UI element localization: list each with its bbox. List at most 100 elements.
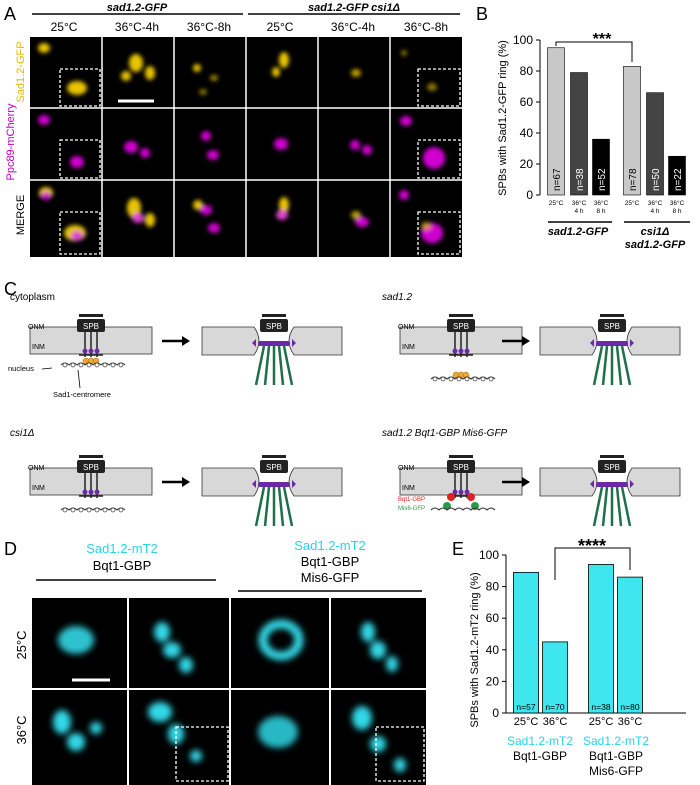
sad1-node xyxy=(452,489,458,495)
spindle-mt xyxy=(592,486,604,527)
col-label: 36°C-4h xyxy=(331,20,375,34)
y-tick-label: 60 xyxy=(520,95,534,109)
spindle-mt xyxy=(254,486,266,527)
spb-body xyxy=(447,319,475,332)
panel-a-micrographs xyxy=(30,37,462,257)
n-label: n=70 xyxy=(545,702,564,712)
significance-bracket xyxy=(554,547,631,580)
nucleosome xyxy=(432,376,438,382)
panel-d-headers: Sad1.2-mT2 Bqt1-GBP Sad1.2-mT2 Bqt1-GBP … xyxy=(36,538,422,592)
spindle-mt xyxy=(615,486,623,527)
col-label: 25°C xyxy=(51,20,78,34)
nucleosome xyxy=(464,376,470,382)
panel-c-schematic: cytoplasm ONM INM SPB nucleus Sad1-centromere… xyxy=(8,292,681,527)
bqt1-gbp-dot xyxy=(467,493,475,501)
group-label: Bqt1-GBP xyxy=(589,749,643,763)
spb-plaque xyxy=(262,314,286,317)
sad1-node xyxy=(88,348,94,354)
header-1-line-2: Bqt1-GBP xyxy=(93,558,152,573)
panel-e-ylabel: SPBs with Sad1.2-mT2 ring (%) xyxy=(469,572,481,727)
spb-body xyxy=(447,460,475,473)
bar xyxy=(547,47,565,196)
nucleus-pointer xyxy=(41,367,53,370)
nucleosome xyxy=(86,507,92,513)
col-label: 36°C-8h xyxy=(187,20,231,34)
sad1-cap xyxy=(252,480,256,488)
spindle-mt xyxy=(254,345,266,386)
nucleosome xyxy=(102,362,108,368)
group-label: sad1.2-GFP xyxy=(625,239,686,251)
nucleosome xyxy=(62,507,68,513)
y-tick-label: 80 xyxy=(520,64,534,78)
nucleosome xyxy=(94,362,100,368)
significance-mark: **** xyxy=(578,536,606,556)
envelope-right xyxy=(626,326,681,356)
n-label: n=80 xyxy=(620,702,639,712)
envelope-left xyxy=(201,326,260,356)
x-tick-label: 36°C xyxy=(594,199,609,207)
schematic-title: cytoplasm xyxy=(10,292,55,303)
sad1-cap xyxy=(630,480,634,488)
envelope-left xyxy=(539,326,598,356)
n-label: n=57 xyxy=(516,702,535,712)
nucleosome xyxy=(488,376,494,382)
n-label: n=50 xyxy=(651,168,662,191)
x-tick-label: 25°C xyxy=(589,716,614,728)
sad1-ring xyxy=(596,341,628,346)
spb-label: SPB xyxy=(604,463,620,472)
onm-label: ONM xyxy=(28,465,45,472)
y-tick-label: 100 xyxy=(479,548,499,562)
spb-body xyxy=(260,319,288,332)
spb-body xyxy=(598,319,626,332)
group-label: Sad1.2-mT2 xyxy=(507,734,573,748)
nucleosome xyxy=(440,376,446,382)
spb-plaque xyxy=(600,314,624,317)
spb-body xyxy=(598,460,626,473)
row-label-36c: 36°C xyxy=(14,715,29,744)
nucleosome xyxy=(456,376,462,382)
spindle-mt xyxy=(277,345,285,386)
envelope-right xyxy=(288,326,343,356)
row-label-merge: MERGE xyxy=(15,195,27,235)
panel-e-chart: 0 20 40 60 80 100 n=57 25°C n=70 36°C n=38 25°C n=80… xyxy=(479,536,686,778)
x-tick-label: 4 h xyxy=(574,208,583,215)
sad1-cap xyxy=(292,480,296,488)
n-label: n=78 xyxy=(628,168,639,191)
nucleosome xyxy=(480,376,486,382)
bar xyxy=(668,155,686,196)
bar xyxy=(513,571,539,714)
arrow-head xyxy=(522,477,530,487)
spb-plaque xyxy=(600,455,624,458)
spb-label: SPB xyxy=(266,322,282,331)
bar xyxy=(542,641,568,714)
spb-body xyxy=(260,460,288,473)
sad1-node xyxy=(82,348,88,354)
spindle-mt xyxy=(615,345,623,386)
group-label: sad1.2-GFP xyxy=(548,226,609,238)
spindle-mt xyxy=(620,345,632,386)
bqt1-label: Bqt1-GBP xyxy=(398,497,425,503)
x-tick-label: 8 h xyxy=(672,208,681,215)
inm-label: INM xyxy=(402,344,415,351)
chromatin xyxy=(60,507,126,511)
envelope-right xyxy=(626,467,681,497)
schematic-title: sad1.2 xyxy=(382,292,412,303)
nucleosome xyxy=(70,362,76,368)
schematic-title: csi1Δ xyxy=(10,428,35,439)
spindle-mt xyxy=(282,486,294,527)
inm-label: INM xyxy=(32,344,45,351)
sad1-ring xyxy=(258,341,290,346)
arrow-head xyxy=(182,477,190,487)
significance-bracket xyxy=(555,41,633,62)
onm-label: ONM xyxy=(398,465,415,472)
inm-label: INM xyxy=(32,485,45,492)
arrow-head xyxy=(522,336,530,346)
group-label: Sad1.2-mT2 xyxy=(583,734,649,748)
y-tick-label: 0 xyxy=(492,706,499,720)
header-1-line-1: Sad1.2-mT2 xyxy=(86,541,158,556)
spb-label: SPB xyxy=(604,322,620,331)
x-tick-label: 25°C xyxy=(625,199,640,207)
spb-body xyxy=(77,460,105,473)
sad1-centromere-pointer xyxy=(77,369,81,389)
sad1-node xyxy=(94,348,100,354)
